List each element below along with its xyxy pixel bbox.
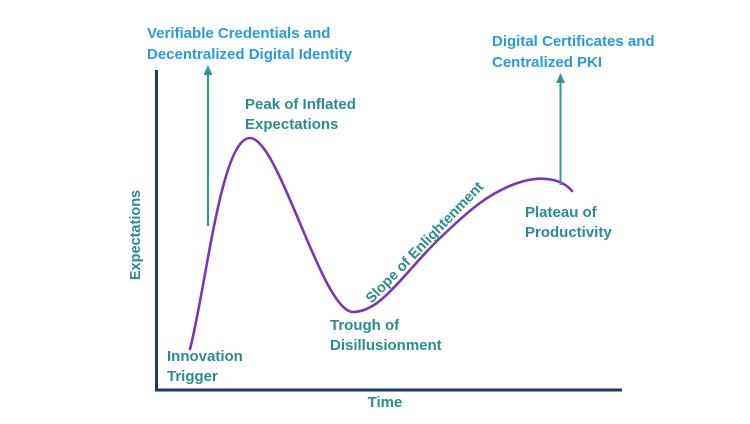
- left-annotation-arrowhead-icon: [203, 65, 213, 75]
- trough-line1: Trough of: [330, 317, 400, 334]
- x-axis-title-text: Time: [367, 394, 403, 411]
- label-innovation-trigger: Innovation Trigger: [167, 347, 243, 387]
- label-plateau-of-productivity: Plateau of Productivity: [525, 203, 612, 243]
- annotation-left-line1: Verifiable Credentials and: [147, 25, 331, 42]
- innovation-line1: Innovation: [167, 348, 243, 365]
- y-axis-title: Expectations: [126, 165, 146, 305]
- plateau-line1: Plateau of: [525, 204, 597, 221]
- annotation-digital-certificates: Digital Certificates and Centralized PKI: [492, 31, 655, 73]
- hype-curve: [188, 136, 574, 351]
- label-trough-of-disillusionment: Trough of Disillusionment: [330, 316, 442, 356]
- innovation-line2: Trigger: [167, 368, 218, 385]
- plateau-line2: Productivity: [525, 224, 612, 241]
- trough-line2: Disillusionment: [330, 337, 442, 354]
- peak-line2: Expectations: [245, 116, 339, 133]
- peak-line1: Peak of Inflated: [245, 96, 356, 113]
- annotation-left-line2: Decentralized Digital Identity: [147, 46, 353, 63]
- y-axis-title-text: Expectations: [128, 189, 144, 281]
- x-axis-title: Time: [340, 393, 430, 413]
- annotation-verifiable-credentials: Verifiable Credentials and Decentralized …: [147, 23, 352, 65]
- label-peak-of-inflated-expectations: Peak of Inflated Expectations: [245, 95, 356, 135]
- annotation-right-line2: Centralized PKI: [492, 54, 603, 71]
- right-annotation-arrowhead-icon: [556, 73, 565, 83]
- annotation-right-line1: Digital Certificates and: [492, 33, 655, 50]
